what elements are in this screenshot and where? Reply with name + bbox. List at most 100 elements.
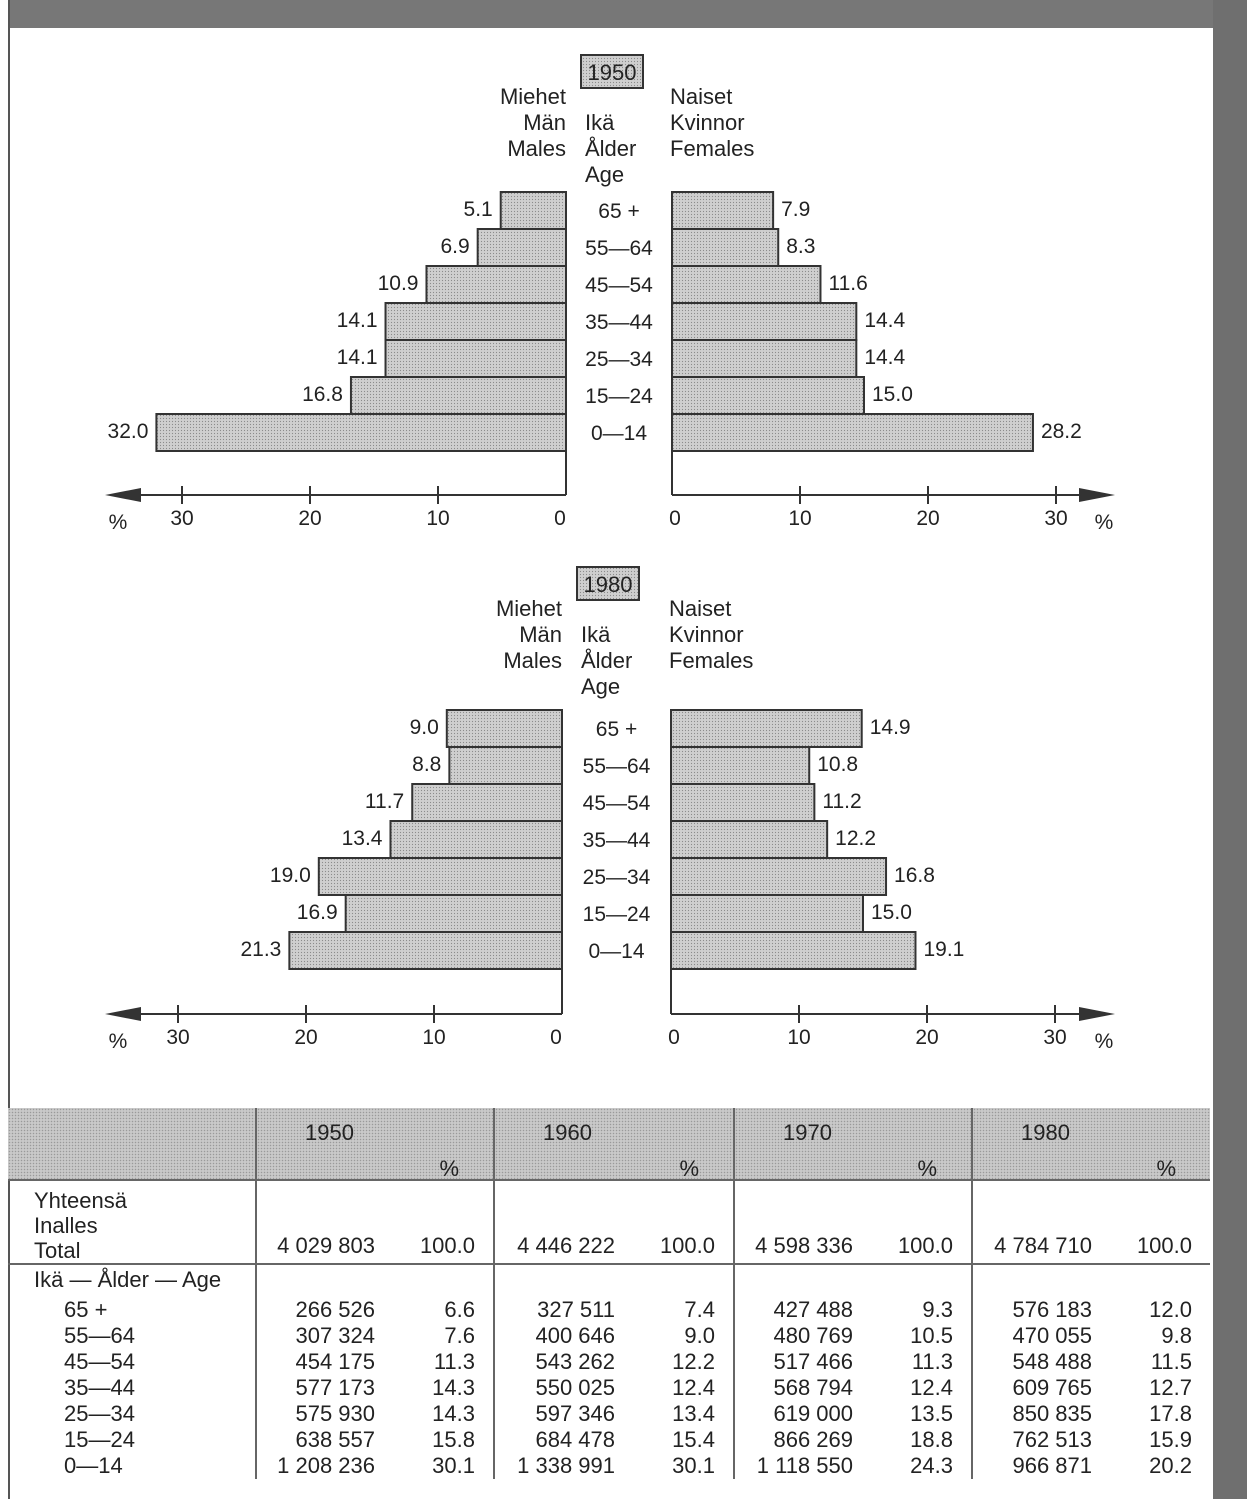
age-count: 609 765 <box>1012 1375 1092 1400</box>
male-tick-label: 30 <box>166 1026 189 1049</box>
age-category-label: 15—24 <box>583 903 651 926</box>
age-percent: 13.5 <box>910 1401 953 1426</box>
female-tick-label: 20 <box>916 507 939 530</box>
year-label: 1980 <box>1021 1120 1070 1145</box>
female-tick-label: 30 <box>1043 1026 1066 1049</box>
age-count: 966 871 <box>1012 1453 1092 1478</box>
total-percent: 100.0 <box>897 1233 953 1258</box>
age-count: 597 346 <box>535 1401 615 1426</box>
age-header: Ikä — Ålder — Age <box>34 1267 222 1292</box>
population-table: 1950 % 1960 % 1970 % 1980 % <box>8 1108 1210 1499</box>
age-row-label: 25—34 <box>64 1401 135 1426</box>
female-value-label: 10.8 <box>817 753 858 776</box>
age-percent: 10.5 <box>910 1323 953 1348</box>
age-percent: 12.2 <box>672 1349 715 1374</box>
age-category-label: 45—54 <box>585 274 653 297</box>
age-percent: 7.6 <box>444 1323 475 1348</box>
male-bar <box>288 931 563 970</box>
male-tick-label: 20 <box>294 1026 317 1049</box>
values-1970: 427 488 9.3 480 769 10.5 517 466 11.3 568 794 1… <box>735 1297 971 1479</box>
males-label: Män <box>519 622 562 647</box>
female-unit-label: % <box>1095 1030 1114 1053</box>
age-percent: 12.7 <box>1149 1375 1192 1400</box>
age-count: 577 173 <box>295 1375 375 1400</box>
male-bar <box>155 413 567 452</box>
male-value-label: 14.1 <box>337 346 378 369</box>
age-percent: 15.8 <box>432 1427 475 1452</box>
age-percent: 12.4 <box>672 1375 715 1400</box>
male-bar <box>499 191 567 230</box>
males-label: Män <box>523 110 566 135</box>
male-value-label: 32.0 <box>108 420 149 443</box>
male-bar <box>448 746 563 785</box>
chart-title: 1980 <box>584 572 633 597</box>
female-bar <box>671 376 865 415</box>
table-row: 266 526 6.6 <box>257 1297 493 1323</box>
females-label: Females <box>669 648 753 673</box>
age-count: 1 118 550 <box>756 1453 853 1478</box>
female-bar <box>671 191 775 230</box>
age-count: 327 511 <box>537 1297 615 1322</box>
female-value-label: 8.3 <box>786 235 815 258</box>
page-border-right <box>1213 0 1247 1499</box>
header-year-1960: 1960 % <box>493 1108 734 1181</box>
male-tick-label: 20 <box>298 507 321 530</box>
age-category-label: 25—34 <box>583 866 651 889</box>
age-percent: 30.1 <box>432 1453 475 1478</box>
female-bar <box>671 413 1034 452</box>
table-header-row: 1950 % 1960 % 1970 % 1980 % <box>8 1108 1210 1181</box>
female-bar <box>671 265 822 304</box>
table-row: 576 183 12.0 <box>973 1297 1210 1323</box>
total-percent: 100.0 <box>419 1233 475 1258</box>
male-bar <box>384 339 567 378</box>
total-1980: 4 784 710 100.0 <box>971 1179 1210 1265</box>
age-count: 454 175 <box>295 1349 375 1374</box>
total-percent: 100.0 <box>659 1233 715 1258</box>
female-value-label: 19.1 <box>923 938 964 961</box>
female-value-label: 14.4 <box>864 309 905 332</box>
age-percent: 17.8 <box>1149 1401 1192 1426</box>
female-bar <box>671 339 858 378</box>
table-row: 400 646 9.0 <box>495 1323 733 1349</box>
age-row-label: 0—14 <box>64 1453 123 1478</box>
male-value-label: 21.3 <box>240 938 281 961</box>
age-percent: 18.8 <box>910 1427 953 1452</box>
age-count: 619 000 <box>773 1401 853 1426</box>
age-category-label: 65 + <box>598 200 639 223</box>
population-pyramids: 1950 Miehet Män Males Ikä Ålder Age Naiset Kvinn… <box>105 54 1115 1053</box>
age-percent: 14.3 <box>432 1375 475 1400</box>
female-bar <box>671 302 858 341</box>
female-bar <box>670 746 811 785</box>
table-row: 609 765 12.7 <box>973 1375 1210 1401</box>
age-row-label: 15—24 <box>64 1427 135 1452</box>
female-bar <box>670 857 888 896</box>
age-percent: 11.5 <box>1150 1349 1192 1374</box>
age-category-label: 25—34 <box>585 348 653 371</box>
male-tick-label: 0 <box>550 1026 562 1049</box>
page-border-left <box>0 0 10 1499</box>
males-label: Males <box>503 648 562 673</box>
female-value-label: 7.9 <box>781 198 810 221</box>
female-bar <box>670 894 864 933</box>
age-category-label: 35—44 <box>585 311 653 334</box>
female-unit-label: % <box>1095 511 1114 534</box>
female-bar <box>670 931 917 970</box>
male-unit-label: % <box>109 1030 128 1053</box>
age-count: 762 513 <box>1012 1427 1092 1452</box>
header-year-1970: 1970 % <box>733 1108 972 1181</box>
table-row: 619 000 13.5 <box>735 1401 971 1427</box>
table-row: 1 338 991 30.1 <box>495 1453 733 1479</box>
female-bar <box>670 820 829 859</box>
age-label: Ålder <box>585 136 636 161</box>
table-row: 866 269 18.8 <box>735 1427 971 1453</box>
female-value-label: 28.2 <box>1041 420 1082 443</box>
age-col-1980: 576 183 12.0 470 055 9.8 548 488 11.5 609 765 1… <box>971 1264 1210 1479</box>
population-data-table: 1950 % 1960 % 1970 % 1980 % <box>8 1108 1210 1479</box>
age-row-label: 65 + <box>64 1297 108 1322</box>
male-value-label: 13.4 <box>342 827 383 850</box>
age-count: 1 338 991 <box>517 1453 615 1478</box>
table-row: 1 208 236 30.1 <box>257 1453 493 1479</box>
age-row-label: 55—64 <box>64 1323 135 1348</box>
